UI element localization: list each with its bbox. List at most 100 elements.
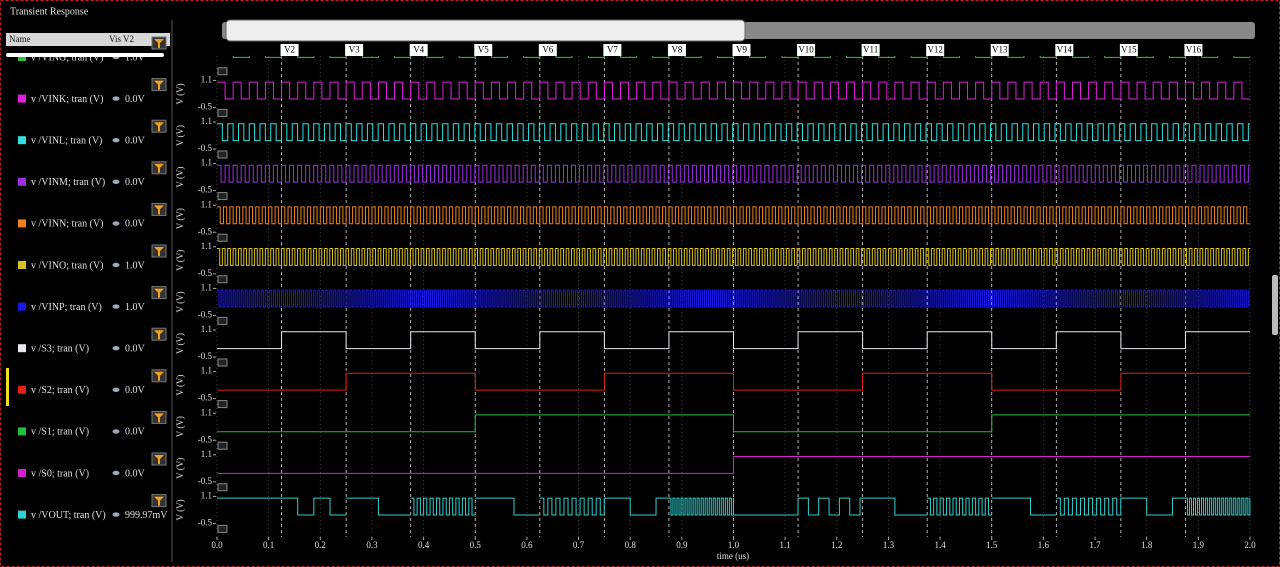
vertical-scrollbar[interactable]: [1272, 275, 1278, 335]
marker-flag[interactable]: [861, 44, 880, 56]
color-swatch: [18, 219, 26, 228]
y-axis-label: V (V): [175, 333, 185, 354]
color-swatch: [18, 427, 26, 436]
marker-flag[interactable]: [732, 44, 751, 56]
marker-flag[interactable]: [603, 44, 622, 56]
y-axis-label: V (V): [175, 208, 185, 229]
filter-icon: [154, 247, 164, 256]
marker-label: V14: [1057, 45, 1073, 55]
marker-flag[interactable]: [280, 44, 299, 56]
expand-button[interactable]: [217, 441, 228, 450]
color-swatch: [18, 302, 26, 311]
y-tick-label: -0.5: [198, 268, 213, 278]
waveform-segment: [539, 497, 605, 516]
marker-flag[interactable]: [990, 44, 1009, 56]
visibility-toggle[interactable]: [112, 346, 120, 351]
signal-name: v /S0; tran (V): [31, 468, 89, 479]
marker-flag[interactable]: [474, 44, 493, 56]
expand-button[interactable]: [217, 233, 228, 242]
visibility-toggle[interactable]: [112, 304, 120, 309]
marker-flag[interactable]: [345, 44, 364, 56]
visibility-toggle[interactable]: [112, 387, 120, 392]
waveform: [217, 372, 1250, 391]
expand-button[interactable]: [217, 108, 228, 117]
waveform-segment: [1185, 497, 1251, 516]
cursor-value: 0.0V: [125, 177, 146, 188]
plot-area: [216, 56, 1251, 537]
marker-flag[interactable]: [667, 44, 686, 56]
cursor-value: 0.0V: [125, 468, 146, 479]
y-tick-label: 1.1: [201, 199, 212, 209]
expand-button[interactable]: [217, 524, 228, 533]
waveform: [217, 289, 1250, 308]
color-swatch: [18, 469, 26, 477]
waveform-segment: [991, 497, 1057, 516]
visibility-toggle[interactable]: [112, 512, 120, 517]
color-swatch: [18, 385, 26, 394]
list-scroll-indicator[interactable]: [6, 53, 164, 57]
color-swatch: [18, 510, 26, 519]
y-tick-label: 1.1: [201, 241, 212, 251]
filter-icon: [154, 39, 164, 48]
x-tick-label: 0.5: [470, 540, 482, 550]
waveform-segment: [668, 497, 734, 516]
signal-name: v /S1; tran (V): [31, 427, 89, 438]
expand-button[interactable]: [217, 483, 228, 492]
marker-label: V6: [542, 45, 553, 55]
visibility-toggle[interactable]: [112, 179, 120, 184]
marker-label: V4: [413, 45, 424, 55]
y-tick-label: -0.5: [198, 143, 213, 153]
marker-flag[interactable]: [926, 44, 945, 56]
visibility-toggle[interactable]: [112, 470, 120, 476]
visibility-toggle[interactable]: [112, 429, 120, 434]
cursor-value: 1.0V: [125, 260, 146, 271]
marker-label: V8: [671, 45, 682, 55]
visibility-toggle[interactable]: [112, 96, 120, 101]
waveform-segment: [927, 497, 992, 516]
cursor-value: 1.0V: [125, 52, 146, 63]
y-axis-label: V (V): [175, 416, 185, 437]
x-tick-label: 1.3: [883, 540, 895, 550]
expand-button[interactable]: [217, 67, 228, 76]
y-tick-label: -0.5: [198, 351, 213, 361]
expand-button[interactable]: [217, 400, 228, 409]
visibility-toggle[interactable]: [112, 262, 120, 268]
marker-flag[interactable]: [1055, 44, 1074, 56]
y-tick-label: -0.5: [198, 476, 213, 486]
scroll-thumb[interactable]: [225, 19, 746, 42]
marker-label: V15: [1121, 45, 1137, 55]
visibility-toggle[interactable]: [112, 138, 120, 143]
x-tick-label: 1.1: [780, 540, 791, 550]
marker-flag[interactable]: [409, 44, 428, 56]
marker-flag[interactable]: [797, 44, 816, 56]
marker-label: V3: [349, 45, 360, 55]
marker-label: V13: [992, 45, 1008, 55]
waveform-segment: [1056, 497, 1122, 516]
expand-button[interactable]: [217, 150, 228, 159]
expand-button[interactable]: [217, 316, 228, 325]
signal-name: v /S3; tran (V): [31, 343, 89, 354]
y-tick-label: -0.5: [198, 434, 213, 444]
marker-flag[interactable]: [538, 44, 557, 56]
cursor-value: 0.0V: [125, 219, 146, 230]
color-swatch: [18, 136, 26, 145]
y-axis-label: V (V): [175, 250, 185, 271]
cursor-value: 0.0V: [125, 135, 146, 146]
filter-icon: [154, 413, 164, 423]
waveform: [217, 164, 1250, 183]
expand-button[interactable]: [217, 358, 228, 367]
expand-button[interactable]: [217, 275, 228, 284]
expand-button[interactable]: [217, 192, 228, 201]
marker-label: V11: [863, 45, 878, 55]
marker-flag[interactable]: [1184, 44, 1203, 56]
waveform-segment: [410, 497, 476, 516]
column-header: [6, 33, 170, 46]
column-name: Name: [9, 34, 31, 44]
visibility-toggle[interactable]: [112, 221, 120, 226]
column-vis: Vis: [109, 34, 121, 44]
x-tick-label: 0.2: [315, 540, 326, 550]
y-tick-label: 1.1: [201, 282, 212, 292]
x-tick-label: 1.0: [728, 540, 740, 550]
y-axis-label: V (V): [175, 291, 185, 312]
marker-flag[interactable]: [1119, 44, 1138, 56]
